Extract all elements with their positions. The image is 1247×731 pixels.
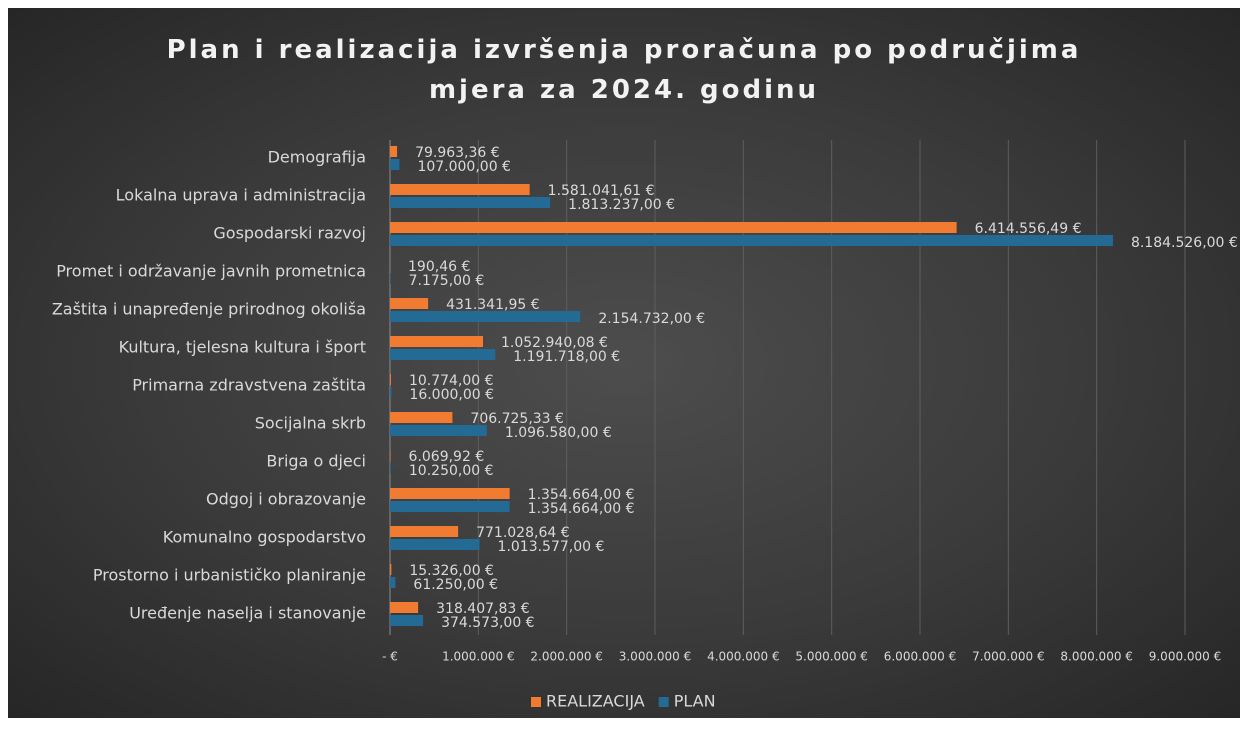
data-label: 318.407,83 € bbox=[436, 601, 530, 617]
data-label: 10.250,00 € bbox=[409, 463, 494, 479]
data-label: 8.184.526,00 € bbox=[1131, 235, 1238, 251]
bar bbox=[390, 387, 392, 398]
data-label: 15.326,00 € bbox=[409, 563, 494, 579]
bar bbox=[390, 488, 510, 499]
x-tick-label: - € bbox=[382, 650, 398, 664]
legend-swatch bbox=[531, 697, 541, 707]
x-tick-label: 8.000.000 € bbox=[1060, 650, 1133, 664]
legend-swatch bbox=[658, 697, 669, 707]
y-tick-label: Lokalna uprava i administracija bbox=[116, 186, 366, 205]
data-label: 1.581.041,61 € bbox=[548, 183, 655, 199]
data-label: 2.154.732,00 € bbox=[598, 311, 705, 327]
y-tick-label: Gospodarski razvoj bbox=[213, 224, 366, 243]
bar bbox=[390, 273, 391, 284]
y-tick-label: Promet i održavanje javnih prometnica bbox=[56, 262, 366, 281]
x-tick-label: 5.000.000 € bbox=[795, 650, 868, 664]
bar bbox=[390, 526, 459, 537]
bar bbox=[390, 146, 398, 157]
data-label: 431.341,95 € bbox=[446, 297, 540, 313]
bar bbox=[390, 184, 530, 195]
data-label: 1.354.664,00 € bbox=[528, 487, 635, 503]
bar bbox=[390, 450, 391, 461]
bar bbox=[390, 602, 419, 613]
bar bbox=[390, 463, 391, 474]
bar bbox=[390, 501, 510, 512]
bar bbox=[390, 197, 551, 208]
y-tick-label: Uređenje naselja i stanovanje bbox=[129, 604, 366, 623]
data-label: 1.354.664,00 € bbox=[528, 501, 635, 517]
y-tick-label: Odgoj i obrazovanje bbox=[206, 490, 366, 509]
chart-area: - € 1.000.000 € 2.000.000 € 3.000.000 € 4.00… bbox=[8, 8, 1240, 718]
bar bbox=[390, 412, 453, 423]
y-tick-label: Kultura, tjelesna kultura i šport bbox=[119, 338, 366, 357]
data-label: 79.963,36 € bbox=[415, 145, 500, 161]
y-tick-label: Prostorno i urbanističko planiranje bbox=[93, 566, 366, 585]
x-tick-label: 4.000.000 € bbox=[707, 650, 780, 664]
x-tick-label: 7.000.000 € bbox=[972, 650, 1045, 664]
x-tick-label: 1.000.000 € bbox=[442, 650, 515, 664]
bar bbox=[390, 222, 957, 233]
data-label: 10.774,00 € bbox=[409, 373, 494, 389]
bar bbox=[390, 615, 424, 626]
x-tick-label: 6.000.000 € bbox=[884, 650, 957, 664]
bar bbox=[390, 235, 1113, 246]
y-tick-label: Briga o djeci bbox=[266, 452, 366, 471]
data-label: 1.013.577,00 € bbox=[498, 539, 605, 555]
data-label: 1.191.718,00 € bbox=[513, 349, 620, 365]
chart: - € 1.000.000 € 2.000.000 € 3.000.000 € 4.00… bbox=[52, 140, 1238, 711]
x-tick-label: 2.000.000 € bbox=[530, 650, 603, 664]
bar bbox=[390, 539, 480, 550]
data-label: 374.573,00 € bbox=[441, 615, 535, 631]
x-tick-label: 3.000.000 € bbox=[619, 650, 692, 664]
data-label: 190,46 € bbox=[408, 259, 470, 275]
data-label: 6.069,92 € bbox=[409, 449, 485, 465]
bar bbox=[390, 577, 396, 588]
data-label: 6.414.556,49 € bbox=[975, 221, 1082, 237]
bar bbox=[390, 311, 581, 322]
data-label: 1.052.940,08 € bbox=[501, 335, 608, 351]
y-tick-label: Demografija bbox=[268, 148, 366, 167]
y-tick-label: Komunalno gospodarstvo bbox=[163, 528, 366, 547]
data-label: 706.725,33 € bbox=[470, 411, 564, 427]
data-label: 1.813.237,00 € bbox=[568, 197, 675, 213]
bar bbox=[390, 374, 391, 385]
bar bbox=[390, 425, 487, 436]
y-tick-label: Zaštita i unapređenje prirodnog okoliša bbox=[52, 300, 366, 319]
bar bbox=[390, 336, 484, 347]
bar bbox=[390, 564, 392, 575]
data-label: 771.028,64 € bbox=[476, 525, 570, 541]
y-tick-label: Primarna zdravstvena zaštita bbox=[132, 376, 366, 395]
data-label: 61.250,00 € bbox=[413, 577, 498, 593]
data-label: 16.000,00 € bbox=[409, 387, 494, 403]
x-tick-label: 9.000.000 € bbox=[1149, 650, 1222, 664]
y-tick-label: Socijalna skrb bbox=[255, 414, 366, 433]
legend-label: PLAN bbox=[674, 692, 716, 711]
bar bbox=[390, 159, 400, 170]
data-label: 1.096.580,00 € bbox=[505, 425, 612, 441]
data-label: 7.175,00 € bbox=[409, 273, 485, 289]
chart-title: Plan i realizacija izvršenja proračuna p… bbox=[166, 35, 1082, 105]
data-label: 107.000,00 € bbox=[417, 159, 511, 175]
legend-label: REALIZACIJA bbox=[546, 692, 645, 711]
bar bbox=[390, 349, 496, 360]
bar bbox=[390, 298, 429, 309]
